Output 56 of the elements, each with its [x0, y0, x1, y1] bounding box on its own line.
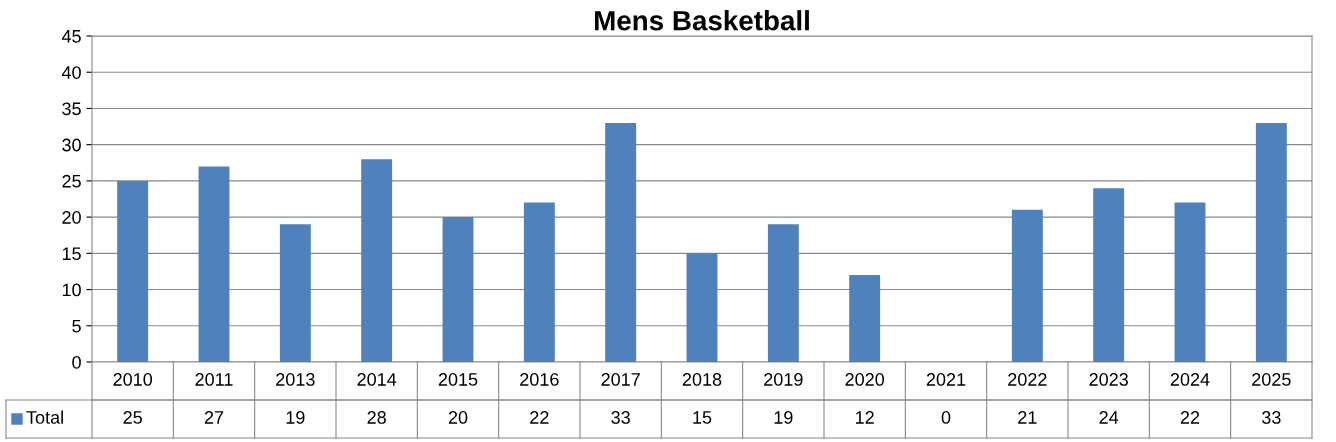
data-label: 0	[941, 411, 951, 424]
x-tick-label: 2016	[520, 373, 559, 386]
data-label: 21	[1018, 411, 1037, 424]
bar	[442, 217, 474, 362]
data-label: 15	[693, 411, 712, 424]
x-tick-label: 2011	[195, 373, 233, 386]
x-tick-label: 2020	[845, 373, 885, 386]
data-label: 28	[367, 411, 386, 424]
y-tick-label: 10	[62, 283, 81, 297]
x-tick-label: 2017	[601, 373, 640, 386]
bar	[1011, 209, 1043, 362]
y-tick-label: 40	[61, 66, 81, 79]
x-tick-label: 2023	[1089, 373, 1128, 386]
bar	[1255, 122, 1287, 362]
y-tick-label: 0	[72, 355, 81, 369]
bar	[686, 253, 718, 362]
data-label: 22	[530, 411, 549, 424]
bar	[1174, 202, 1206, 362]
y-tick-label: 45	[61, 30, 81, 43]
bar	[361, 159, 393, 362]
bar	[117, 180, 149, 362]
data-label: 27	[204, 411, 224, 424]
data-label: 22	[1180, 411, 1200, 424]
legend-label: Total	[26, 410, 63, 424]
x-tick-label: 2024	[1170, 373, 1210, 386]
x-tick-label: 2014	[357, 373, 397, 386]
bar	[767, 224, 799, 362]
bar	[198, 166, 230, 362]
y-tick-label: 5	[72, 319, 81, 333]
x-tick-label: 2015	[438, 373, 478, 386]
bar	[849, 275, 881, 362]
bar	[1093, 188, 1125, 362]
data-label: 19	[774, 411, 793, 424]
data-label: 33	[1261, 411, 1281, 424]
data-label: 33	[611, 411, 630, 424]
y-tick-label: 15	[62, 247, 81, 261]
bar	[279, 224, 311, 362]
bar	[605, 122, 637, 362]
y-tick-label: 35	[62, 102, 81, 116]
data-label: 24	[1099, 411, 1119, 424]
x-tick-label: 2013	[276, 373, 315, 386]
y-tick-label: 30	[62, 138, 81, 152]
x-tick-label: 2010	[113, 373, 153, 386]
x-tick-label: 2025	[1252, 373, 1291, 386]
x-tick-label: 2019	[764, 373, 803, 386]
data-label: 20	[448, 411, 468, 424]
bar	[523, 202, 555, 362]
y-tick-label: 25	[62, 174, 81, 188]
x-tick-label: 2021	[926, 373, 966, 386]
data-label: 25	[123, 411, 142, 424]
x-tick-label: 2018	[682, 373, 722, 386]
y-tick-label: 20	[62, 211, 81, 224]
chart-title: Mens Basketball	[595, 10, 809, 31]
data-label: 19	[286, 411, 305, 424]
x-tick-label: 2022	[1008, 373, 1047, 386]
data-label: 12	[856, 411, 874, 424]
